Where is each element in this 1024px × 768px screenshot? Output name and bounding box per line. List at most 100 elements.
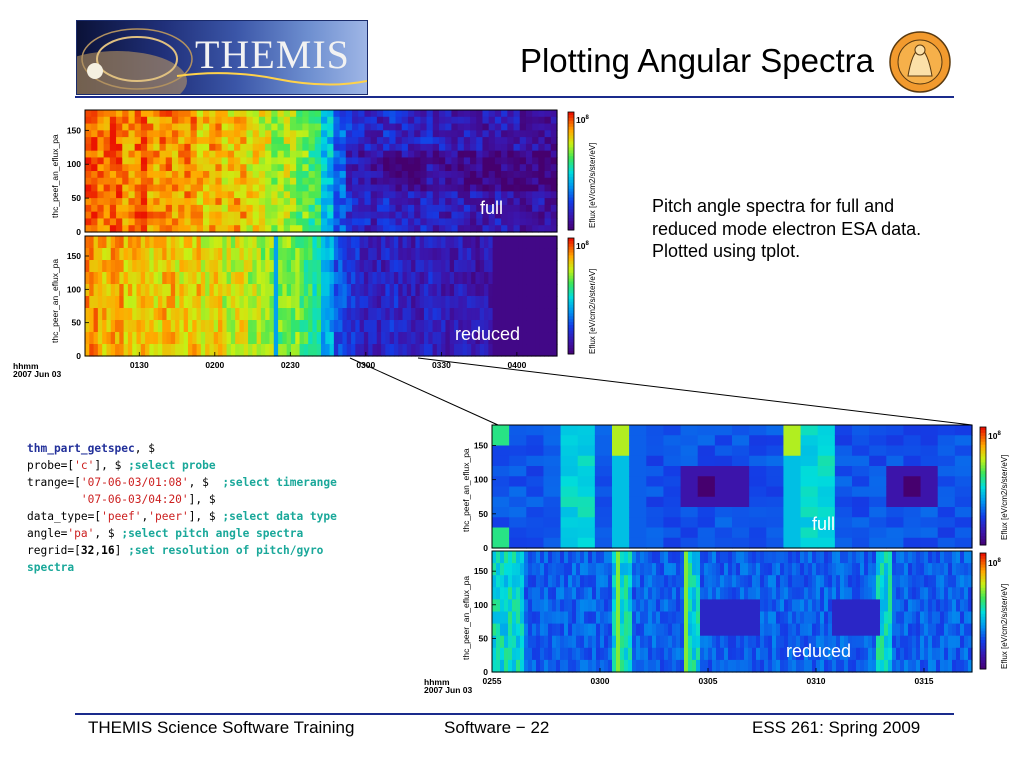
top-reduced-panel-cell [526, 320, 532, 333]
top-full-panel-cell [538, 198, 546, 206]
top-reduced-panel-cell [535, 344, 541, 357]
bottom-full-panel-cell [594, 445, 613, 457]
bottom-reduced-panel-cell [872, 611, 877, 625]
bottom-reduced-panel-cell [660, 623, 665, 637]
top-full-panel-cell [271, 198, 279, 206]
top-full-panel-cell [358, 171, 366, 179]
top-reduced-panel-cell [415, 344, 421, 357]
top-full-panel-cell [432, 123, 440, 131]
top-reduced-panel-cell [260, 308, 266, 321]
bottom-reduced-panel-cell [724, 623, 729, 637]
top-reduced-panel-cell [97, 236, 103, 249]
bottom-reduced-colorbar-swatch [980, 628, 986, 632]
top-full-panel-cell [488, 211, 496, 220]
bottom-full-colorbar-swatch [980, 515, 986, 519]
bottom-reduced-panel-cell [876, 611, 881, 625]
bottom-reduced-panel-cell [804, 575, 809, 588]
bottom-reduced-panel-cell [652, 647, 657, 661]
top-full-panel-cell [227, 198, 235, 206]
top-full-panel-cell [302, 150, 310, 159]
top-reduced-panel-cell [187, 236, 193, 249]
top-reduced-colorbar-swatch [568, 325, 574, 329]
code-line-6: angle='pa', $ ;select pitch angle spectr… [27, 525, 437, 542]
top-reduced-panel-cell [303, 332, 309, 345]
top-reduced-panel-cell [522, 272, 528, 285]
top-full-panel-cell [116, 130, 123, 138]
bottom-reduced-panel-cell [544, 587, 549, 600]
bottom-reduced-panel-cell [784, 635, 789, 649]
top-reduced-panel-cell [145, 308, 150, 321]
bottom-reduced-panel-cell [824, 551, 829, 564]
bottom-reduced-panel-cell [636, 611, 641, 625]
top-full-panel-cell [538, 171, 546, 179]
top-full-panel-cell [109, 150, 117, 159]
bottom-reduced-panel-cell [792, 599, 797, 613]
bottom-xtick-label: 0305 [699, 676, 718, 686]
bottom-reduced-panel-cell [496, 575, 501, 588]
top-full-panel-cell [544, 211, 552, 220]
bottom-full-panel-cell [680, 455, 699, 467]
themis-seal-logo [888, 30, 952, 94]
bottom-reduced-panel-cell [888, 587, 893, 600]
top-reduced-panel-cell [372, 260, 378, 273]
top-reduced-panel-cell [102, 332, 108, 345]
top-full-panel-cell [122, 171, 130, 179]
top-full-panel-cell [414, 110, 421, 118]
top-full-panel-cell [265, 191, 272, 199]
bottom-reduced-panel-cell [868, 599, 873, 613]
bottom-reduced-panel-cell [896, 587, 901, 600]
top-reduced-panel-cell [531, 272, 537, 285]
top-reduced-panel-cell [308, 236, 314, 249]
top-full-panel-cell [451, 157, 459, 165]
top-reduced-panel-cell [157, 320, 163, 333]
top-reduced-panel-cell [329, 260, 335, 273]
bottom-reduced-panel-cell [660, 563, 665, 576]
top-reduced-panel-cell [488, 332, 494, 345]
top-full-panel-cell [482, 211, 490, 220]
bottom-full-panel-cell [800, 527, 819, 539]
top-full-panel-cell [314, 211, 322, 220]
top-full-panel-cell [221, 143, 229, 152]
bottom-full-panel-cell [852, 537, 870, 549]
top-reduced-panel-cell [97, 272, 103, 285]
top-full-panel-cell [296, 171, 303, 179]
top-full-panel-cell [97, 116, 105, 125]
top-full-panel-cell [246, 116, 254, 125]
top-reduced-panel-cell [140, 296, 146, 309]
bottom-reduced-panel-cell [876, 623, 881, 637]
top-full-panel-cell [550, 191, 558, 199]
top-reduced-panel-cell [278, 320, 283, 333]
top-reduced-panel-cell [239, 320, 245, 333]
top-reduced-panel-cell [127, 272, 133, 285]
top-full-colorbar-swatch [568, 218, 574, 222]
bottom-reduced-panel-cell [960, 563, 965, 576]
top-full-panel-cell [91, 137, 99, 145]
bottom-reduced-panel-cell [552, 575, 557, 588]
top-reduced-panel-cell [462, 344, 468, 357]
top-full-panel-cell [97, 171, 105, 179]
top-reduced-panel-cell [226, 320, 232, 333]
code-line-3: trange=['07-06-03/01:08', $ ;select time… [27, 474, 437, 491]
top-full-panel-cell [140, 110, 148, 118]
bottom-reduced-panel-cell [740, 623, 745, 637]
bottom-reduced-panel-cell [796, 647, 801, 661]
bottom-full-colorbar-swatch [980, 462, 986, 466]
bottom-reduced-ytick-label: 50 [479, 633, 489, 643]
bottom-full-panel-cell [903, 537, 922, 549]
top-reduced-panel-cell [484, 308, 489, 321]
bottom-reduced-panel-cell [832, 623, 837, 637]
top-full-panel-cell [209, 211, 217, 220]
bottom-reduced-panel-cell [876, 647, 881, 661]
bottom-reduced-panel-cell [744, 563, 749, 576]
bottom-full-panel-cell [680, 496, 699, 508]
top-full-panel-cell [184, 191, 192, 199]
top-reduced-panel-cell [411, 308, 416, 321]
bottom-full-panel-cell [834, 527, 853, 539]
top-reduced-panel-cell [140, 248, 146, 261]
footer-left-text: THEMIS Science Software Training [88, 718, 355, 737]
bottom-reduced-panel-cell [528, 587, 533, 600]
bottom-reduced-panel-cell [940, 575, 945, 588]
bottom-reduced-panel-cell [960, 647, 965, 661]
top-reduced-panel-cell [312, 272, 318, 285]
top-full-panel-cell [283, 198, 291, 206]
